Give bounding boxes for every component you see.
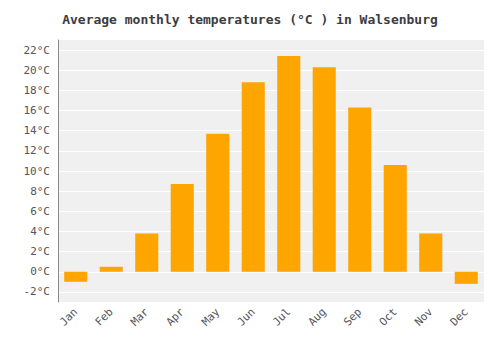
svg-text:Average monthly temperatures (: Average monthly temperatures (°C ) in Wa… [62, 12, 438, 27]
svg-text:18°C: 18°C [24, 84, 51, 97]
svg-text:6°C: 6°C [30, 205, 50, 218]
svg-text:0°C: 0°C [30, 265, 50, 278]
svg-text:10°C: 10°C [24, 165, 51, 178]
svg-text:Nov: Nov [412, 305, 435, 328]
svg-text:Oct: Oct [377, 305, 400, 328]
svg-text:22°C: 22°C [24, 44, 51, 57]
svg-text:-2°C: -2°C [24, 285, 51, 298]
svg-text:Jun: Jun [235, 305, 258, 328]
svg-text:8°C: 8°C [30, 185, 50, 198]
svg-text:Jan: Jan [57, 305, 80, 328]
svg-text:16°C: 16°C [24, 104, 51, 117]
svg-text:12°C: 12°C [24, 144, 51, 157]
svg-text:4°C: 4°C [30, 225, 50, 238]
svg-text:Aug: Aug [306, 305, 329, 328]
svg-text:May: May [199, 305, 222, 328]
svg-text:Jul: Jul [270, 305, 293, 328]
svg-text:Feb: Feb [93, 305, 116, 328]
svg-text:2°C: 2°C [30, 245, 50, 258]
svg-text:20°C: 20°C [24, 64, 51, 77]
svg-text:Sep: Sep [341, 305, 364, 328]
svg-text:Mar: Mar [128, 305, 151, 328]
svg-text:Dec: Dec [448, 305, 471, 328]
svg-text:14°C: 14°C [24, 124, 51, 137]
svg-text:Apr: Apr [164, 305, 187, 328]
